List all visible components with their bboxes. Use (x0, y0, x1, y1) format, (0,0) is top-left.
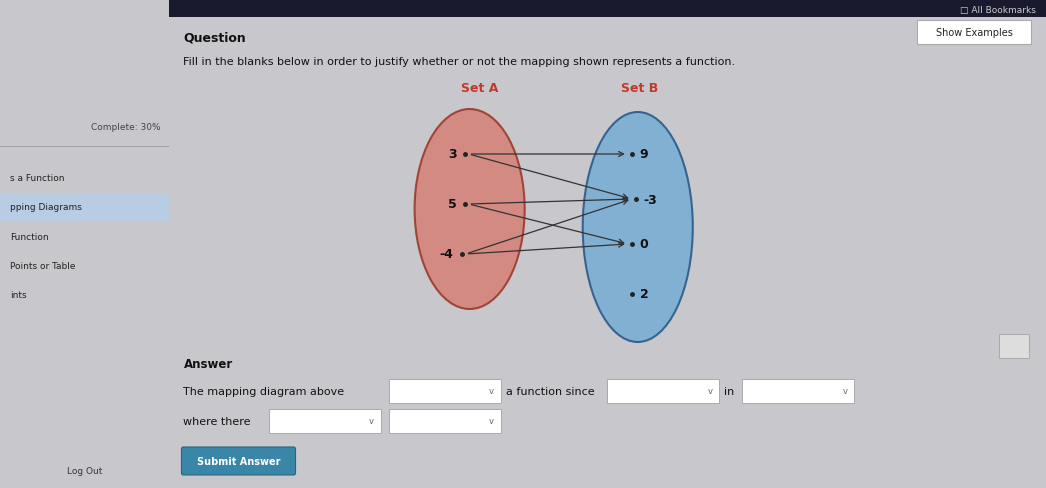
Text: □ All Bookmarks: □ All Bookmarks (960, 5, 1036, 15)
Text: Question: Question (183, 31, 246, 44)
Text: v: v (707, 386, 712, 396)
FancyBboxPatch shape (389, 379, 501, 403)
Text: Fill in the blanks below in order to justify whether or not the mapping shown re: Fill in the blanks below in order to jus… (183, 57, 735, 67)
Text: v: v (369, 417, 374, 426)
Text: Log Out: Log Out (67, 466, 103, 475)
Text: s a Function: s a Function (10, 174, 65, 183)
FancyBboxPatch shape (917, 21, 1031, 45)
FancyBboxPatch shape (269, 409, 381, 433)
Text: a function since: a function since (505, 386, 594, 396)
Text: 3: 3 (448, 148, 457, 161)
Text: Function: Function (10, 232, 49, 241)
Bar (169, 0, 1046, 18)
Text: 2: 2 (640, 288, 649, 301)
Ellipse shape (414, 110, 525, 309)
Text: -4: -4 (439, 248, 454, 261)
FancyBboxPatch shape (389, 409, 501, 433)
Text: Complete: 30%: Complete: 30% (91, 123, 161, 132)
Text: The mapping diagram above: The mapping diagram above (183, 386, 344, 396)
Text: v: v (490, 417, 494, 426)
Text: Set A: Set A (461, 81, 498, 94)
Text: Submit Answer: Submit Answer (197, 456, 280, 466)
Text: pping Diagrams: pping Diagrams (10, 203, 82, 212)
FancyBboxPatch shape (742, 379, 854, 403)
Text: 9: 9 (640, 148, 649, 161)
FancyBboxPatch shape (181, 447, 296, 475)
Text: v: v (490, 386, 494, 396)
Text: Set B: Set B (621, 81, 658, 94)
Text: where there: where there (183, 416, 251, 426)
Text: 5: 5 (448, 198, 457, 211)
Text: in: in (724, 386, 734, 396)
Text: v: v (842, 386, 847, 396)
FancyBboxPatch shape (607, 379, 719, 403)
Text: ints: ints (10, 291, 27, 300)
Text: Show Examples: Show Examples (935, 28, 1013, 38)
FancyBboxPatch shape (999, 334, 1029, 358)
Text: Points or Table: Points or Table (10, 262, 75, 270)
Text: -3: -3 (643, 193, 658, 206)
Text: 0: 0 (640, 238, 649, 251)
Ellipse shape (583, 113, 692, 342)
Text: Answer: Answer (183, 358, 232, 371)
Bar (0, 194, 169, 221)
